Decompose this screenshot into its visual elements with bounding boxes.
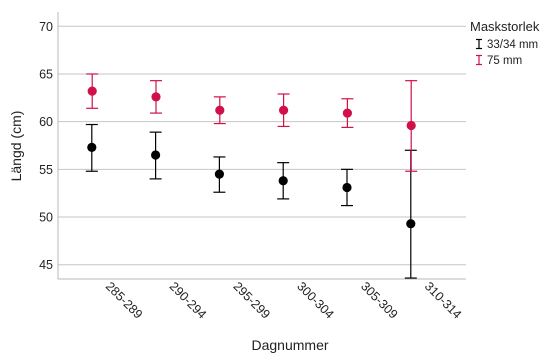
data-point-1-295-299 — [214, 169, 224, 179]
legend-item-series-2: 75 mm — [476, 54, 522, 67]
x-tick-label-305-309: 305-309 — [358, 279, 400, 321]
y-tick-label-50: 50 — [39, 211, 53, 225]
legend: Maskstorlek 33/34 mm 75 mm — [470, 19, 540, 67]
data-point-2-290-294 — [151, 92, 161, 102]
y-tick-labels: 45 50 55 60 65 70 — [39, 20, 53, 272]
legend-label-series-1: 33/34 mm — [487, 39, 538, 51]
grid — [58, 25, 466, 266]
data-point-1-285-289 — [87, 142, 97, 153]
data-point-2-295-299 — [215, 105, 225, 115]
x-tick-label-310-314: 310-314 — [422, 279, 464, 321]
data-point-2-305-309 — [342, 108, 352, 118]
legend-title: Maskstorlek — [470, 19, 540, 34]
data-point-1-305-309 — [342, 182, 352, 193]
legend-marker-series-2 — [476, 54, 482, 66]
axes — [57, 12, 466, 280]
y-tick-label-70: 70 — [39, 20, 53, 34]
data-point-2-300-304 — [279, 105, 289, 115]
data-point-1-290-294 — [151, 150, 161, 160]
x-tick-label-285-289: 285-289 — [103, 279, 145, 321]
y-tick-label-60: 60 — [39, 115, 53, 129]
legend-item-series-1: 33/34 mm — [476, 38, 538, 51]
x-tick-labels: 285-289 290-294 295-299 300-304 305-309 310-3… — [103, 279, 464, 321]
data-point-2-285-289 — [87, 86, 97, 96]
data-point-1-310-314 — [406, 219, 416, 229]
x-tick-label-300-304: 300-304 — [294, 279, 336, 321]
data-points — [87, 86, 416, 229]
error-bars — [85, 73, 418, 279]
legend-marker-series-1 — [476, 38, 482, 50]
x-tick-label-290-294: 290-294 — [167, 279, 209, 321]
data-point-1-300-304 — [278, 176, 288, 186]
x-tick-label-295-299: 295-299 — [230, 279, 272, 321]
x-axis-title: Dagnummer — [251, 337, 328, 353]
y-tick-label-55: 55 — [39, 163, 53, 177]
legend-label-series-2: 75 mm — [487, 55, 522, 67]
y-axis-title: Längd (cm) — [8, 111, 24, 182]
y-tick-label-45: 45 — [39, 258, 53, 272]
data-point-2-310-314 — [406, 120, 416, 131]
y-tick-label-65: 65 — [39, 67, 53, 81]
